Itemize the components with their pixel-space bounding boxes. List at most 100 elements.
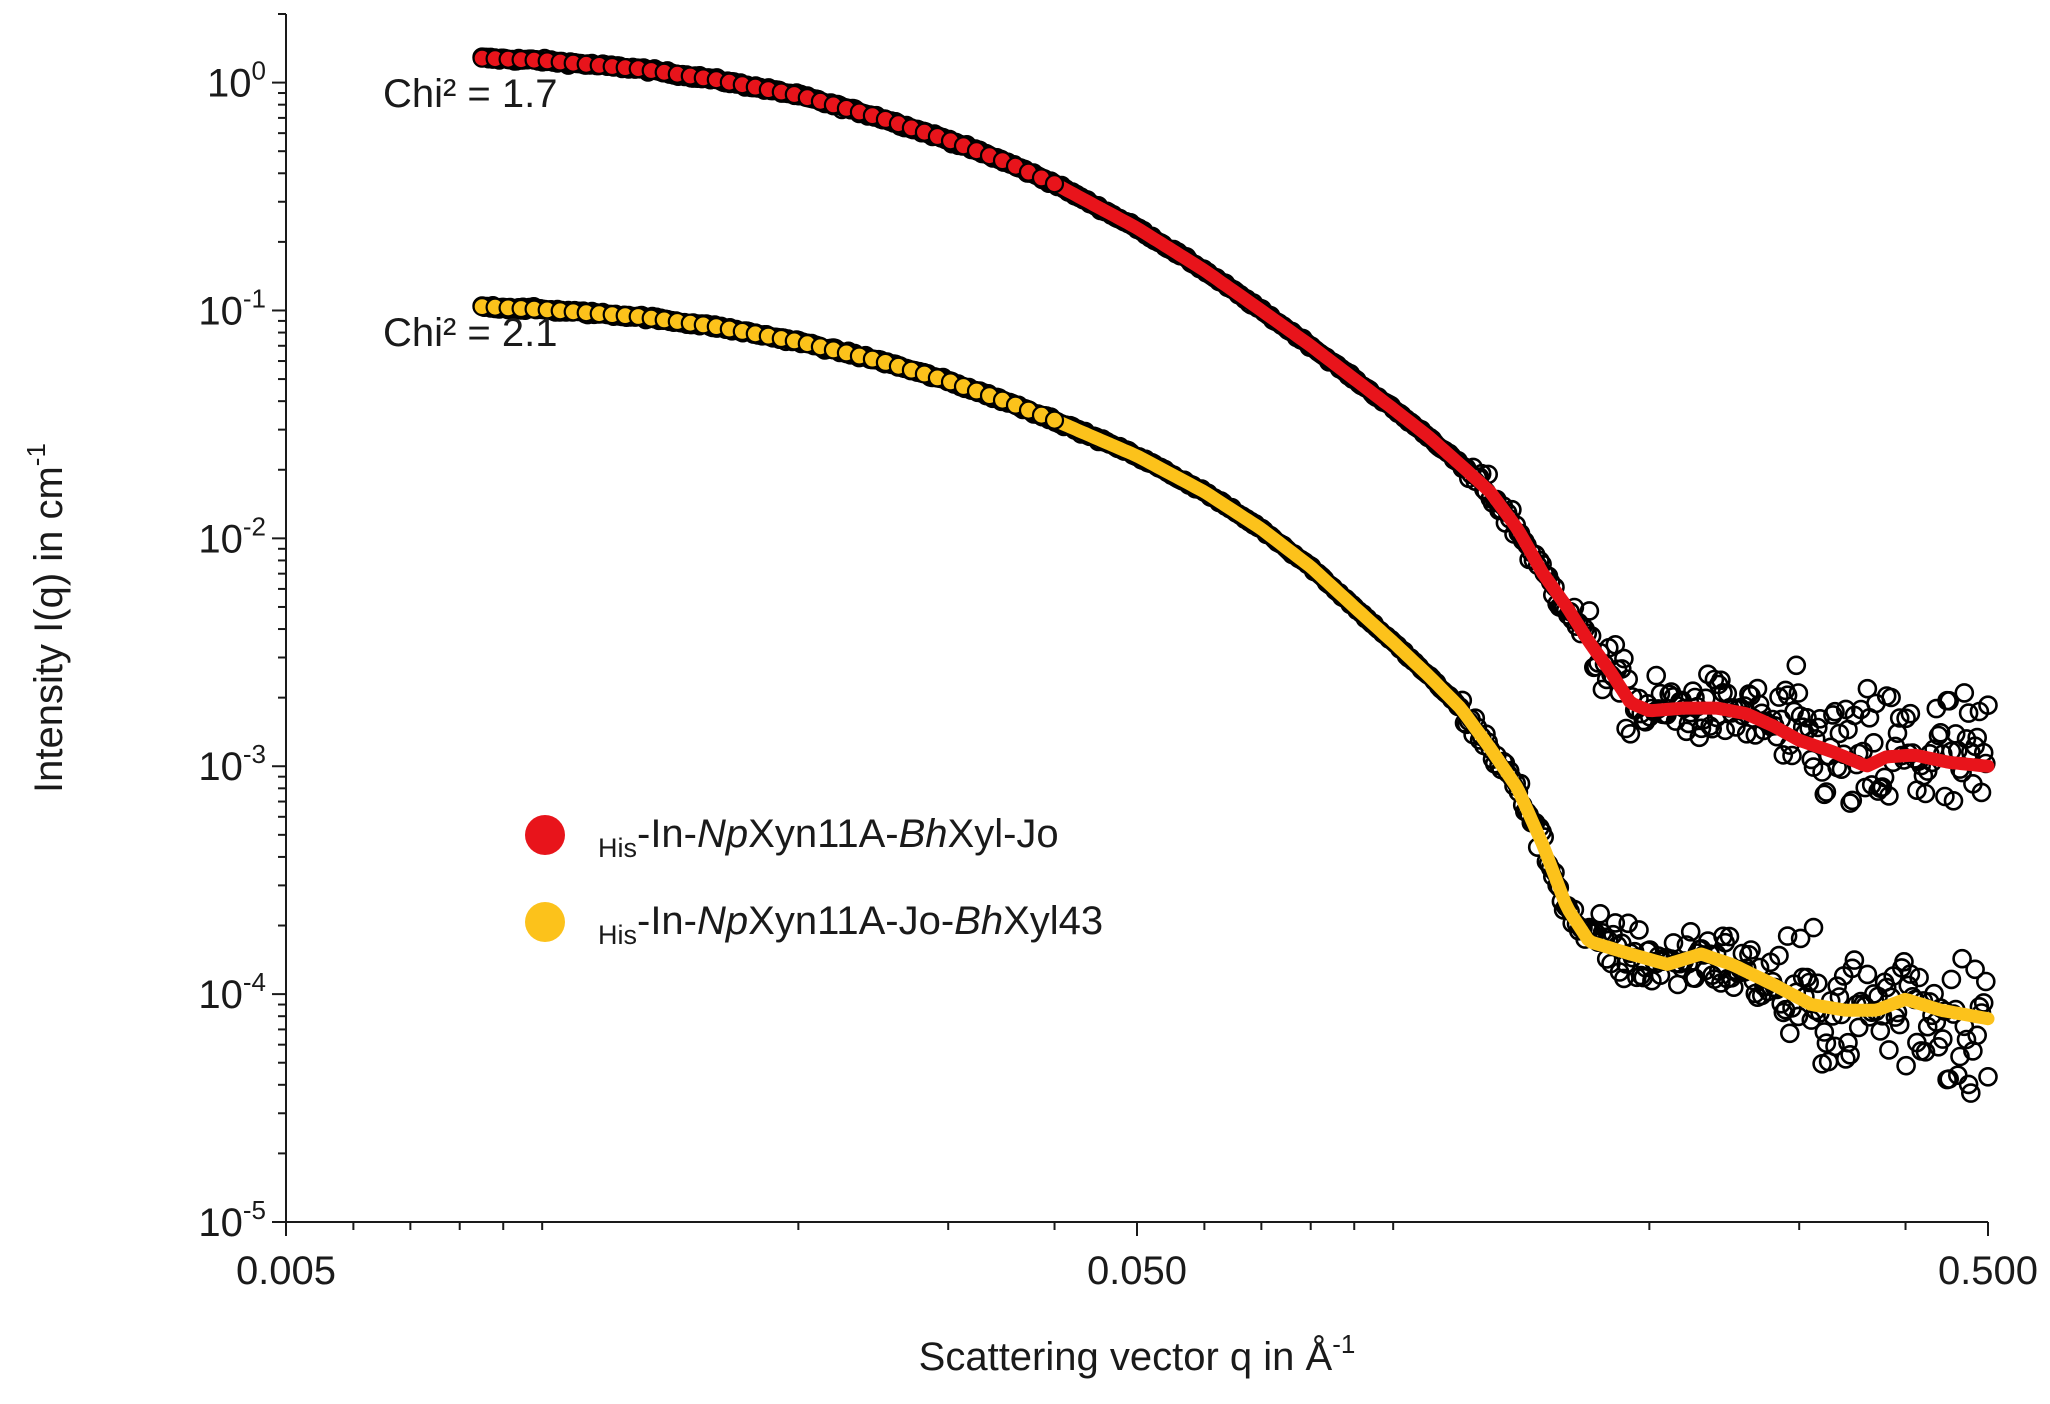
data-point: [1741, 940, 1761, 960]
data-point: [1719, 926, 1740, 947]
x-axis-title: Scattering vector q in Å-1: [919, 1329, 1356, 1379]
data-point: [1874, 767, 1895, 788]
data-point: [1702, 718, 1722, 739]
data-point: [1954, 683, 1975, 703]
data-point: [1782, 745, 1802, 766]
data-point: [1704, 669, 1725, 690]
data-point: [1930, 722, 1951, 743]
data-point: [1780, 1023, 1800, 1044]
data-point: [1773, 745, 1794, 765]
data-point: [1823, 705, 1843, 725]
data-point: [1579, 601, 1600, 621]
data-point: [1629, 920, 1649, 940]
data-point: [1881, 687, 1901, 708]
y-tick-label: 10-2: [198, 511, 266, 561]
data-point: [1900, 703, 1921, 724]
data-point: [1769, 687, 1789, 707]
data-point: [1788, 683, 1809, 703]
data-point: [1939, 690, 1959, 711]
axes-layer: [272, 13, 1989, 1236]
data-point: [1978, 1067, 1998, 1087]
y-tick-label: 10-1: [198, 283, 266, 333]
data-point: [1876, 977, 1897, 998]
fit-point: [1044, 174, 1065, 194]
data-point: [1825, 701, 1845, 722]
data-point: [1777, 926, 1798, 946]
y-tick-label: 10-3: [198, 739, 266, 789]
legend-item-2: His-In-NpXyn11A-Jo-BhXyl43: [525, 899, 1103, 950]
data-point: [1840, 793, 1860, 813]
data-point: [1864, 732, 1884, 753]
data-point: [1836, 1049, 1856, 1069]
fit-series-1: [472, 48, 1995, 773]
data-point: [1939, 1069, 1959, 1089]
data-point: [1799, 972, 1819, 993]
data-point: [1965, 959, 1985, 980]
fit-line: [475, 51, 1995, 773]
data-point: [1857, 964, 1878, 985]
text-layer: 100 10-1 10-2 10-3 10-4 10-50.005 0.050 0.500 Sc…: [21, 56, 2038, 1379]
data-point: [1943, 790, 1964, 811]
data-point: [1816, 782, 1837, 802]
data-point: [1958, 703, 1979, 723]
data-point: [1976, 971, 1996, 992]
data-point: [1956, 1029, 1977, 1050]
legend-label: His-In-NpXyn11A-BhXyl-Jo: [598, 812, 1059, 863]
data-point: [1808, 717, 1828, 738]
fit-series-2: [472, 297, 1995, 1026]
data-point: [1616, 718, 1636, 739]
data-point: [1879, 786, 1899, 806]
data-point: [1840, 1045, 1860, 1065]
data-point: [1829, 723, 1850, 744]
data-point: [1814, 784, 1835, 805]
data-point: [1900, 964, 1921, 984]
data-point: [1605, 634, 1626, 655]
x-tick-label: 0.500: [1938, 1249, 2038, 1293]
data-point: [1915, 1042, 1936, 1062]
data-point: [1896, 708, 1916, 729]
data-point: [1827, 976, 1847, 997]
legend-label: His-In-NpXyn11A-Jo-BhXyl43: [598, 899, 1103, 950]
data-point: [1857, 678, 1878, 699]
chi2-annotation-2: Chi² = 2.1: [383, 311, 558, 355]
data-point: [1889, 1014, 1910, 1035]
data-point: [1896, 1055, 1916, 1076]
data-point: [1663, 933, 1684, 953]
data-point: [1838, 1032, 1858, 1053]
data-point: [1614, 648, 1634, 669]
data-point: [1825, 1036, 1845, 1057]
y-tick-label: 100: [207, 56, 266, 106]
data-point: [1808, 973, 1828, 994]
data-point: [1870, 1021, 1891, 1041]
fit-point: [1044, 410, 1065, 430]
data-point: [1933, 1029, 1953, 1049]
data-point: [1909, 967, 1929, 988]
data-point: [1715, 720, 1735, 741]
data-point: [1973, 993, 1994, 1013]
data-point: [1950, 1046, 1970, 1067]
data-point: [1915, 783, 1936, 804]
data-point: [1816, 1033, 1837, 1053]
data-point: [1879, 1040, 1899, 1060]
data-point: [1967, 1025, 1987, 1046]
data-point: [1769, 945, 1789, 966]
data-point: [1844, 705, 1865, 726]
data-point: [1620, 723, 1641, 744]
data-point: [1618, 913, 1638, 934]
data-point: [1650, 683, 1671, 704]
data-point: [1646, 665, 1666, 686]
legend: His-In-NpXyn11A-BhXyl-Jo His-In-NpXyn11A-…: [525, 812, 1103, 950]
data-point: [1844, 950, 1865, 970]
data-point: [1777, 685, 1798, 706]
data-point: [1941, 969, 1962, 990]
legend-item-1: His-In-NpXyn11A-BhXyl-Jo: [525, 812, 1059, 863]
data-point: [1961, 1083, 1981, 1103]
y-axis-title: Intensity I(q) in cm-1: [21, 443, 71, 793]
data-point: [1952, 948, 1972, 969]
data-point: [1788, 1006, 1809, 1027]
data-layer: [472, 47, 1998, 1103]
data-point: [1887, 723, 1908, 744]
x-tick-label: 0.005: [236, 1249, 336, 1293]
